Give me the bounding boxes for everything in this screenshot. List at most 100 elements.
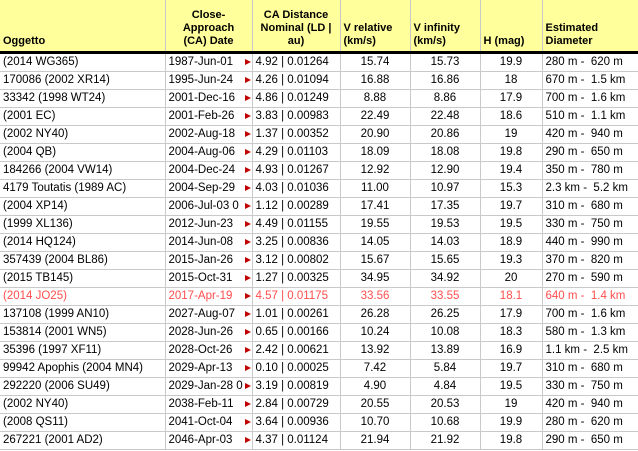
cell-date[interactable]: 2038-Feb-11 (165, 395, 253, 414)
cell-object[interactable]: (2004 XP14) (0, 197, 166, 216)
cell-h-mag[interactable]: 19.9 (480, 413, 543, 432)
cell-object[interactable]: (2008 QS11) (0, 413, 166, 432)
cell-v-infinity[interactable]: 10.68 (410, 413, 481, 432)
cell-v-infinity[interactable]: 21.92 (410, 431, 481, 450)
cell-diameter[interactable]: 2.3 km - 5.2 km (542, 179, 638, 198)
cell-object[interactable]: (2014 JO25) (0, 287, 166, 306)
cell-date[interactable]: 2014-Jun-08 (165, 233, 253, 252)
cell-h-mag[interactable]: 18.3 (480, 323, 543, 342)
cell-diameter[interactable]: 700 m - 1.6 km (542, 305, 638, 324)
cell-v-infinity[interactable]: 34.92 (410, 269, 481, 288)
column-header-v-relative[interactable]: V relative (km/s) (340, 0, 411, 54)
cell-v-relative[interactable]: 11.00 (340, 179, 411, 198)
cell-v-relative[interactable]: 12.92 (340, 161, 411, 180)
cell-v-relative[interactable]: 10.24 (340, 323, 411, 342)
cell-date[interactable]: 2004-Dec-24 (165, 161, 253, 180)
cell-date[interactable]: 2041-Oct-04 (165, 413, 253, 432)
cell-date[interactable]: 2004-Sep-29 (165, 179, 253, 198)
cell-v-relative[interactable]: 8.88 (340, 89, 411, 108)
cell-v-relative[interactable]: 17.41 (340, 197, 411, 216)
cell-diameter[interactable]: 290 m - 650 m (542, 143, 638, 162)
column-header-object[interactable]: Oggetto (0, 0, 166, 54)
cell-object[interactable]: (2002 NY40) (0, 395, 166, 414)
cell-h-mag[interactable]: 19.8 (480, 431, 543, 450)
cell-object[interactable]: 184266 (2004 VW14) (0, 161, 166, 180)
cell-v-infinity[interactable]: 18.08 (410, 143, 481, 162)
cell-v-relative[interactable]: 26.28 (340, 305, 411, 324)
cell-object[interactable]: (2004 QB) (0, 143, 166, 162)
cell-diameter[interactable]: 280 m - 620 m (542, 413, 638, 432)
cell-v-relative[interactable]: 21.94 (340, 431, 411, 450)
cell-object[interactable]: (2015 TB145) (0, 269, 166, 288)
cell-object[interactable]: 170086 (2002 XR14) (0, 71, 166, 90)
cell-object[interactable]: 33342 (1998 WT24) (0, 89, 166, 108)
cell-object[interactable]: (1999 XL136) (0, 215, 166, 234)
cell-v-relative[interactable]: 20.55 (340, 395, 411, 414)
cell-v-relative[interactable]: 19.55 (340, 215, 411, 234)
cell-h-mag[interactable]: 15.3 (480, 179, 543, 198)
cell-date[interactable]: 2028-Jun-26 (165, 323, 253, 342)
cell-v-infinity[interactable]: 12.90 (410, 161, 481, 180)
cell-h-mag[interactable]: 16.9 (480, 341, 543, 360)
cell-v-infinity[interactable]: 5.84 (410, 359, 481, 378)
cell-v-infinity[interactable]: 20.86 (410, 125, 481, 144)
cell-v-relative[interactable]: 20.90 (340, 125, 411, 144)
column-header-distance[interactable]: CA Distance Nominal (LD | au) (252, 0, 341, 54)
cell-distance[interactable]: 2.84 | 0.00729 (252, 395, 341, 414)
cell-diameter[interactable]: 1.1 km - 2.5 km (542, 341, 638, 360)
cell-date[interactable]: 1987-Jun-01 (165, 52, 253, 72)
cell-distance[interactable]: 1.01 | 0.00261 (252, 305, 341, 324)
cell-object[interactable]: 137108 (1999 AN10) (0, 305, 166, 324)
column-header-diameter[interactable]: Estimated Diameter (542, 0, 638, 54)
cell-h-mag[interactable]: 19 (480, 125, 543, 144)
cell-v-relative[interactable]: 13.92 (340, 341, 411, 360)
cell-h-mag[interactable]: 18.6 (480, 107, 543, 126)
cell-v-infinity[interactable]: 10.97 (410, 179, 481, 198)
cell-date[interactable]: 2028-Oct-26 (165, 341, 253, 360)
cell-h-mag[interactable]: 19.5 (480, 377, 543, 396)
cell-v-relative[interactable]: 22.49 (340, 107, 411, 126)
cell-distance[interactable]: 4.37 | 0.01124 (252, 431, 341, 450)
cell-v-relative[interactable]: 15.74 (340, 52, 411, 72)
cell-distance[interactable]: 4.49 | 0.01155 (252, 215, 341, 234)
cell-distance[interactable]: 4.29 | 0.01103 (252, 143, 341, 162)
cell-distance[interactable]: 4.93 | 0.01267 (252, 161, 341, 180)
cell-distance[interactable]: 3.12 | 0.00802 (252, 251, 341, 270)
cell-distance[interactable]: 1.37 | 0.00352 (252, 125, 341, 144)
cell-v-infinity[interactable]: 20.53 (410, 395, 481, 414)
cell-date[interactable]: 2015-Oct-31 (165, 269, 253, 288)
cell-diameter[interactable]: 670 m - 1.5 km (542, 71, 638, 90)
cell-distance[interactable]: 4.03 | 0.01036 (252, 179, 341, 198)
cell-object[interactable]: 153814 (2001 WN5) (0, 323, 166, 342)
cell-v-relative[interactable]: 15.67 (340, 251, 411, 270)
cell-diameter[interactable]: 420 m - 940 m (542, 395, 638, 414)
cell-distance[interactable]: 3.25 | 0.00836 (252, 233, 341, 252)
cell-diameter[interactable]: 350 m - 780 m (542, 161, 638, 180)
cell-distance[interactable]: 4.57 | 0.01175 (252, 287, 341, 306)
cell-object[interactable]: (2014 HQ124) (0, 233, 166, 252)
cell-object[interactable]: 35396 (1997 XF11) (0, 341, 166, 360)
cell-distance[interactable]: 4.26 | 0.01094 (252, 71, 341, 90)
cell-h-mag[interactable]: 19.7 (480, 197, 543, 216)
cell-v-relative[interactable]: 10.70 (340, 413, 411, 432)
cell-diameter[interactable]: 420 m - 940 m (542, 125, 638, 144)
cell-distance[interactable]: 3.64 | 0.00936 (252, 413, 341, 432)
cell-diameter[interactable]: 310 m - 680 m (542, 197, 638, 216)
cell-v-relative[interactable]: 33.56 (340, 287, 411, 306)
cell-v-relative[interactable]: 34.95 (340, 269, 411, 288)
cell-h-mag[interactable]: 19 (480, 395, 543, 414)
cell-distance[interactable]: 3.19 | 0.00819 (252, 377, 341, 396)
cell-v-infinity[interactable]: 22.48 (410, 107, 481, 126)
column-header-date[interactable]: Close- Approach (CA) Date (165, 0, 253, 54)
cell-object[interactable]: (2001 EC) (0, 107, 166, 126)
cell-v-infinity[interactable]: 14.03 (410, 233, 481, 252)
cell-date[interactable]: 2029-Apr-13 (165, 359, 253, 378)
cell-v-relative[interactable]: 14.05 (340, 233, 411, 252)
cell-date[interactable]: 2015-Jan-26 (165, 251, 253, 270)
cell-h-mag[interactable]: 18.9 (480, 233, 543, 252)
cell-v-infinity[interactable]: 17.35 (410, 197, 481, 216)
cell-date[interactable]: 2046-Apr-03 (165, 431, 253, 450)
cell-diameter[interactable]: 290 m - 650 m (542, 431, 638, 450)
cell-date[interactable]: 2006-Jul-03 0 (165, 197, 253, 216)
cell-h-mag[interactable]: 17.9 (480, 89, 543, 108)
